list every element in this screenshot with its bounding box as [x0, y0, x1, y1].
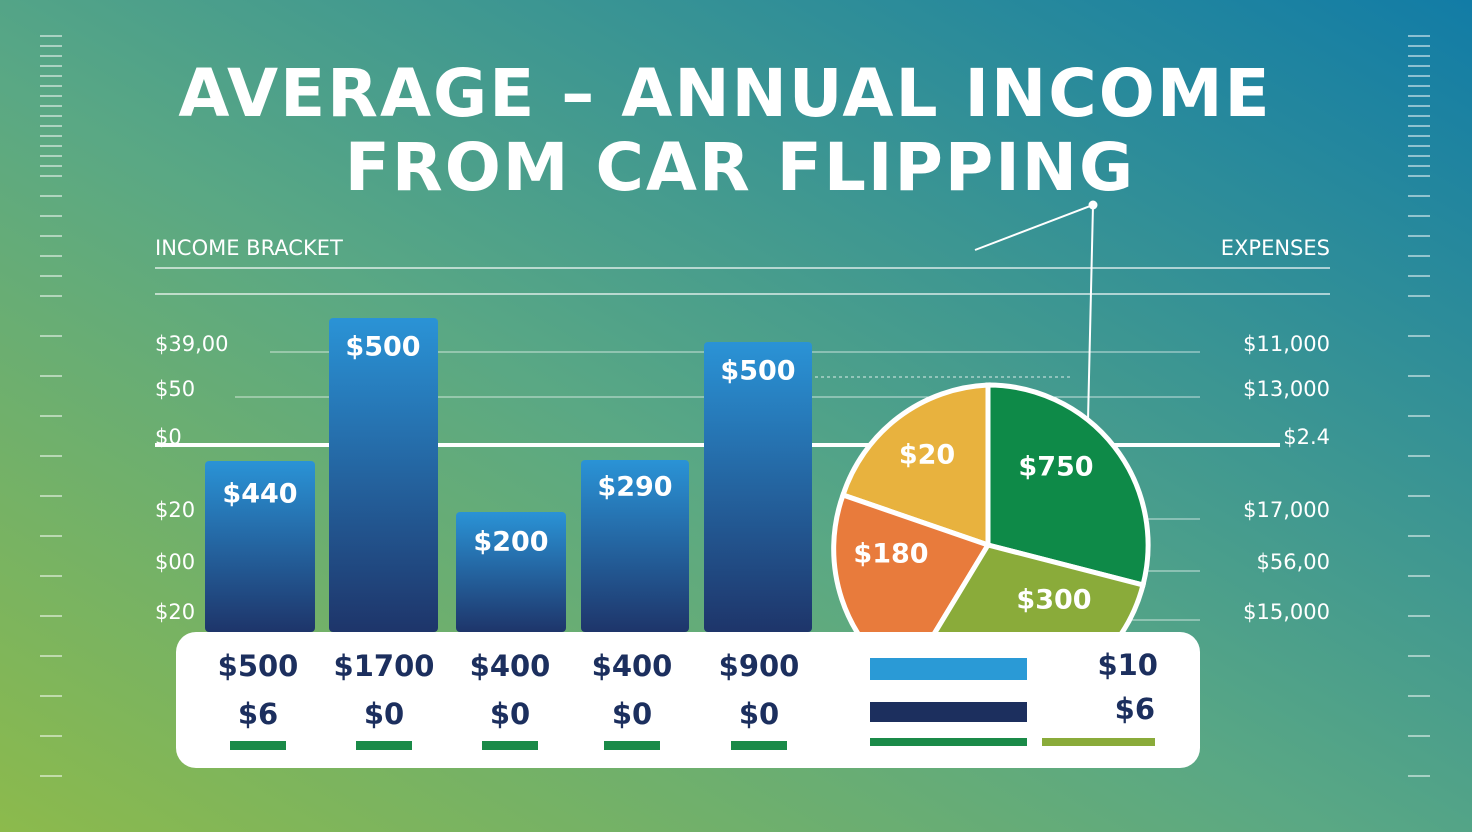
left-axis-label: $39,00 [155, 332, 228, 356]
legend-swatch [870, 658, 1027, 680]
bar-label: $500 [345, 332, 420, 363]
table-cell: $900 [719, 649, 800, 683]
legend-swatch [1042, 738, 1155, 746]
legend-swatch [870, 702, 1027, 722]
left-axis-label: $00 [155, 550, 195, 574]
cell-underline [604, 741, 660, 750]
title: FROM CAR FLIPPING [345, 129, 1135, 206]
pie-label: $750 [1018, 452, 1093, 483]
left-axis-label: $20 [155, 600, 195, 624]
left-axis-label: $50 [155, 377, 195, 401]
right-axis-label: $13,000 [1243, 377, 1330, 401]
table-cell: $0 [490, 697, 530, 731]
bar-label: $290 [597, 472, 672, 503]
bar-label: $500 [720, 356, 795, 387]
pie [831, 382, 1151, 632]
right-axis-label: $17,000 [1243, 498, 1330, 522]
table-cell: $500 [218, 649, 299, 683]
cell-underline [356, 741, 412, 750]
pie-label: $300 [1016, 585, 1091, 616]
table-panel [176, 632, 1200, 768]
pie-label: $20 [899, 440, 955, 471]
cell-underline [731, 741, 787, 750]
bars [205, 318, 812, 632]
table-cell: $0 [364, 697, 404, 731]
table-cell: $1700 [334, 649, 435, 683]
legend-swatch [870, 738, 1027, 746]
right-label: EXPENSES [1221, 236, 1330, 260]
right-axis-label: $15,000 [1243, 600, 1330, 624]
right-axis-label: $2.4 [1283, 425, 1330, 449]
table-cell: $6 [238, 697, 278, 731]
left-label: INCOME BRACKET [155, 236, 343, 260]
table-cell: $400 [592, 649, 673, 683]
pie-label: $180 [853, 539, 928, 570]
table-cell: $0 [612, 697, 652, 731]
cell-underline [230, 741, 286, 750]
title: AVERAGE – ANNUAL INCOME [178, 55, 1271, 132]
cell-underline [482, 741, 538, 750]
bar-label: $200 [473, 527, 548, 558]
edge-rulers [40, 35, 1430, 777]
table-cell: $400 [470, 649, 551, 683]
bar-label: $440 [222, 479, 297, 510]
legend-label: $10 [1097, 648, 1158, 682]
right-axis-label: $56,00 [1257, 550, 1330, 574]
right-axis-label: $11,000 [1243, 332, 1330, 356]
table-cell: $0 [739, 697, 779, 731]
legend-label: $6 [1115, 692, 1155, 726]
left-axis-label: $20 [155, 498, 195, 522]
left-axis-label: $0 [155, 425, 182, 449]
